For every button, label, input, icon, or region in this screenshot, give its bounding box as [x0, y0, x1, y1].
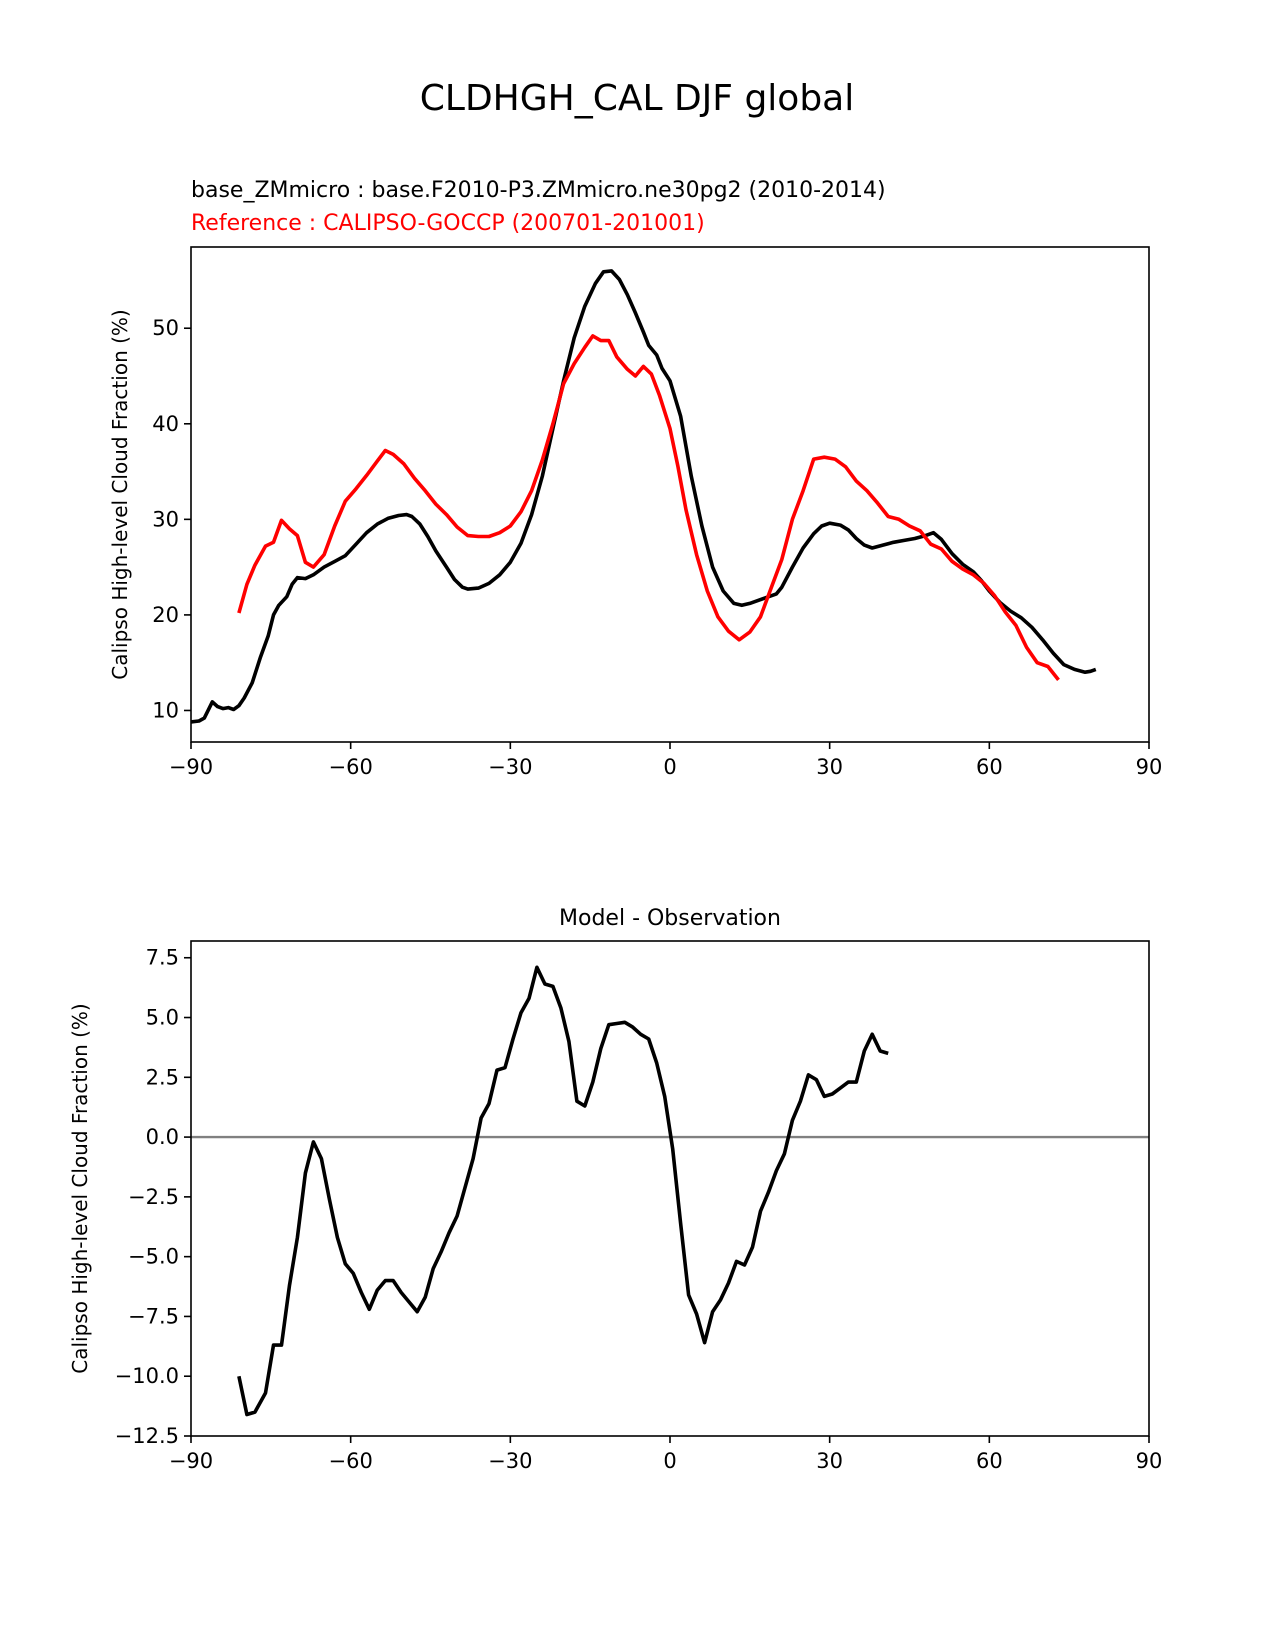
- x-tick-label: 30: [816, 1449, 843, 1473]
- x-tick-label: −60: [329, 755, 373, 779]
- y-tick-label: −5.0: [128, 1245, 179, 1269]
- y-tick-label: 2.5: [146, 1065, 179, 1089]
- x-tick-label: 90: [1136, 755, 1163, 779]
- y-tick-label: 10: [152, 698, 179, 722]
- y-tick-label: −10.0: [115, 1364, 179, 1388]
- model-series-line: [190, 269, 1097, 724]
- x-tick-label: 0: [663, 755, 676, 779]
- difference-panel-title: Model - Observation: [559, 906, 781, 931]
- y-tick-label: 40: [152, 412, 179, 436]
- difference-panel: −90 −60 −30 0 30 60 90 7.5 5.0 2.5 0.0 −2.5 −5.0 −7.5…: [68, 940, 1163, 1473]
- difference-series-line: [237, 965, 889, 1417]
- x-tick-label: 60: [976, 755, 1003, 779]
- y-tick-label: 50: [152, 316, 179, 340]
- y-tick-label: 20: [152, 603, 179, 627]
- x-tick-label: −30: [488, 1449, 532, 1473]
- x-tick-label: −60: [329, 1449, 373, 1473]
- reference-series-label: Reference : CALIPSO-GOCCP (200701-201001…: [191, 211, 705, 236]
- x-tick-label: −30: [488, 755, 532, 779]
- x-tick-label: 30: [816, 755, 843, 779]
- y-tick-label: 30: [152, 507, 179, 531]
- x-tick-label: 0: [663, 1449, 676, 1473]
- x-tick-label: −90: [169, 1449, 213, 1473]
- y-tick-label: 0.0: [146, 1125, 179, 1149]
- axes-frame: [190, 940, 1150, 1437]
- y-tick-label: −7.5: [128, 1304, 179, 1328]
- y-tick-label: 5.0: [146, 1006, 179, 1030]
- reference-series-line: [237, 334, 1060, 682]
- axes-frame: [190, 246, 1150, 743]
- figure-suptitle: CLDHGH_CAL DJF global: [420, 78, 855, 119]
- y-axis-label: Calipso High-level Cloud Fraction (%): [108, 309, 132, 679]
- y-tick-label: −12.5: [115, 1424, 179, 1448]
- zonal-mean-panel: −90 −60 −30 0 30 60 90 10 20 30 40 50 Calipso High-l…: [108, 246, 1163, 779]
- x-tick-label: 60: [976, 1449, 1003, 1473]
- y-tick-label: 7.5: [146, 946, 179, 970]
- x-tick-label: −90: [169, 755, 213, 779]
- y-axis-label: Calipso High-level Cloud Fraction (%): [68, 1003, 92, 1373]
- x-tick-label: 90: [1136, 1449, 1163, 1473]
- test-series-label: base_ZMmicro : base.F2010-P3.ZMmicro.ne3…: [191, 178, 886, 203]
- y-tick-label: −2.5: [128, 1185, 179, 1209]
